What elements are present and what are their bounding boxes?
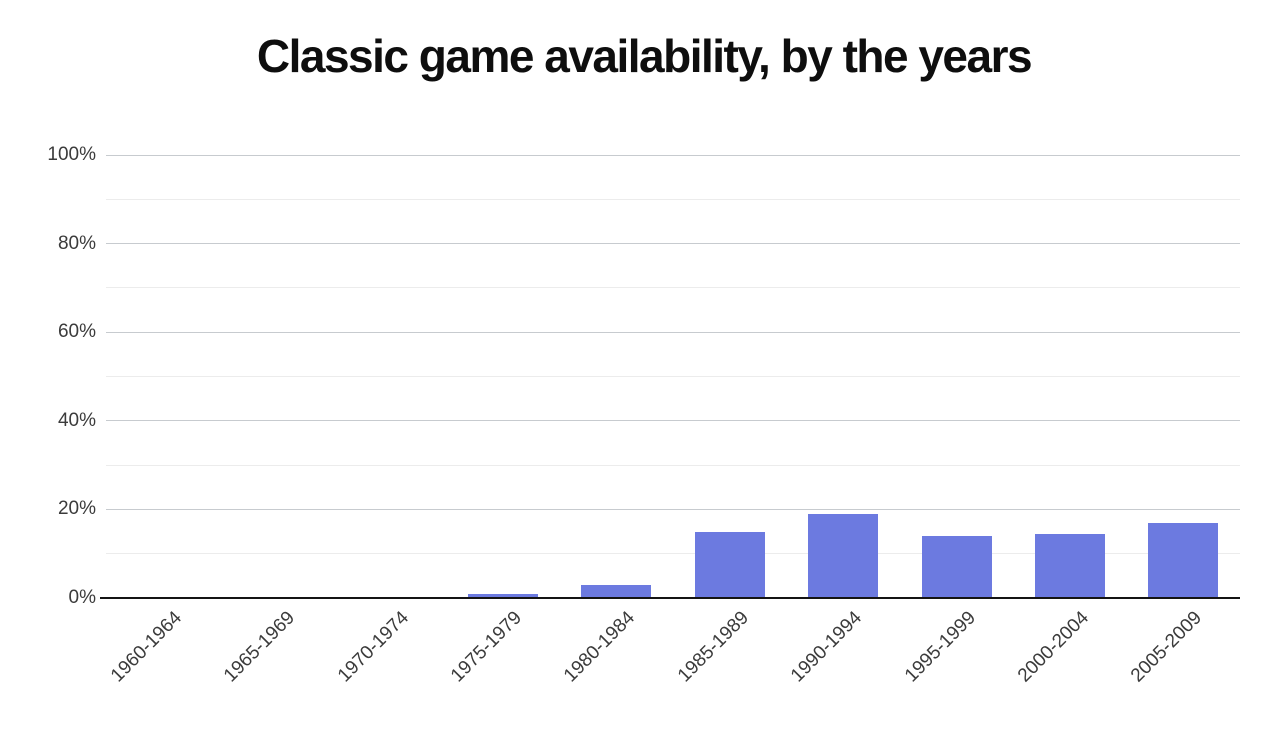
- gridline-90: [106, 198, 1240, 200]
- x-axis-tick-label-2005-2009: 2005-2009: [1127, 607, 1207, 687]
- y-axis-tick-label-40%: 40%: [57, 409, 96, 431]
- x-axis-tick-label-1990-1994: 1990-1994: [787, 607, 867, 687]
- x-axis-tick-label-1965-1969: 1965-1969: [220, 607, 300, 687]
- chart-title: Classic game availability, by the years: [256, 30, 1033, 82]
- bar-1990-1994: [808, 513, 879, 598]
- gridline-10: [106, 553, 1240, 555]
- x-axis-tick-label-1980-1984: 1980-1984: [560, 607, 640, 687]
- gridline-30: [106, 464, 1240, 466]
- bar-1995-1999: [921, 535, 992, 598]
- y-axis-tick-label-100%: 100%: [47, 144, 96, 165]
- x-axis-tick-label-1995-1999: 1995-1999: [900, 607, 980, 687]
- bar-2005-2009: [1148, 522, 1219, 598]
- gridline-70: [106, 287, 1240, 289]
- gridline-60: [106, 331, 1240, 333]
- gridline-80: [106, 243, 1240, 245]
- bar-1985-1989: [694, 531, 765, 598]
- y-axis-tick-label-20%: 20%: [57, 498, 96, 520]
- bar-2000-2004: [1034, 533, 1105, 598]
- x-axis-tick-label-1970-1974: 1970-1974: [333, 607, 413, 687]
- gridline-40: [106, 420, 1240, 422]
- bar-1975-1979: [467, 593, 538, 598]
- gridline-100: [106, 154, 1240, 156]
- y-axis-tick-label-80%: 80%: [57, 232, 96, 254]
- plot-area: [100, 154, 1240, 599]
- x-axis-tick-label-1985-1989: 1985-1989: [673, 607, 753, 687]
- x-axis-tick-label-2000-2004: 2000-2004: [1013, 607, 1094, 687]
- gridline-50: [106, 376, 1240, 377]
- bar-1980-1984: [581, 584, 652, 598]
- x-axis-line: [100, 597, 1240, 599]
- x-axis-tick-label-1960-1964: 1960-1964: [106, 607, 186, 687]
- y-axis-tick-label-0%: 0%: [68, 587, 96, 608]
- gridline-20: [106, 508, 1240, 510]
- y-axis-tick-label-60%: 60%: [57, 321, 96, 343]
- x-axis-tick-label-1975-1979: 1975-1979: [446, 607, 527, 687]
